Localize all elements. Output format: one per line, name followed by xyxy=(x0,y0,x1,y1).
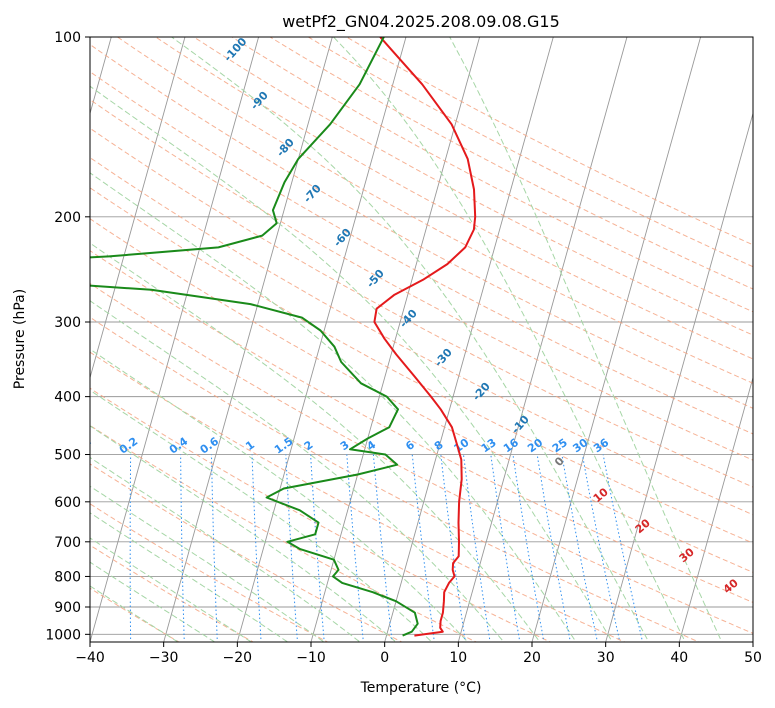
mixing-ratio-line xyxy=(440,454,466,642)
mixing-ratio-line xyxy=(251,454,262,642)
dry-adiabat-line xyxy=(269,37,753,290)
dry-adiabat-line xyxy=(90,187,753,544)
mixing-ratio-line xyxy=(512,454,545,642)
x-tick-label: −20 xyxy=(223,650,253,666)
dry-adiabat-line xyxy=(90,463,403,642)
moist-adiabat-line xyxy=(90,348,469,642)
mixing-ratio-line xyxy=(463,454,491,642)
dry-adiabat-line xyxy=(90,503,329,642)
moist-adiabat-line xyxy=(90,85,613,642)
dry-adiabat-line xyxy=(90,250,753,603)
isotherm-line xyxy=(236,37,407,642)
mixing-ratio-line xyxy=(561,454,598,642)
mixing-ratio-line xyxy=(490,454,521,642)
dry-adiabat-line xyxy=(90,351,626,642)
dry-adiabat-line xyxy=(90,71,753,435)
dry-adiabat-line xyxy=(90,127,753,488)
x-tick-label: −30 xyxy=(149,650,179,666)
y-tick-label: 800 xyxy=(54,569,81,585)
dry-adiabat-line xyxy=(90,387,552,642)
x-tick-label: 50 xyxy=(744,650,762,666)
x-tick-label: 0 xyxy=(380,650,389,666)
moist-adiabat-line xyxy=(90,512,289,642)
y-tick-label: 900 xyxy=(54,600,81,616)
isotherm-line xyxy=(531,37,702,642)
mixing-ratio-line xyxy=(210,454,218,642)
y-tick-label: 400 xyxy=(54,390,81,406)
sounding-profiles xyxy=(90,37,477,637)
mixing-ratio-label: 0.1 xyxy=(70,435,93,457)
mixing-ratio-line xyxy=(310,454,325,642)
isotherm-line xyxy=(457,37,628,642)
x-tick-label: 30 xyxy=(597,650,615,666)
dry-adiabat-line xyxy=(90,282,753,634)
dry-adiabat-line xyxy=(90,316,701,642)
moist-adiabat-line xyxy=(90,300,505,642)
mixing-ratio-line xyxy=(129,454,132,642)
x-axis: −40 −30 −20 −10 0 10 20 30 40 50 xyxy=(75,642,762,666)
isotherm-line xyxy=(384,37,554,642)
temperature-profile-line xyxy=(373,37,477,637)
mixing-ratio-line xyxy=(180,454,185,642)
mixing-ratio-line xyxy=(602,454,644,642)
x-tick-label: 10 xyxy=(449,650,467,666)
isotherm-line xyxy=(90,37,186,380)
x-tick-label: −40 xyxy=(75,650,105,666)
mixing-ratio-line xyxy=(581,454,621,642)
mixing-ratio-line xyxy=(285,454,299,642)
background-lines xyxy=(90,37,753,642)
y-axis-title: Pressure (hPa) xyxy=(12,289,28,389)
isotherm-line xyxy=(605,111,753,642)
dry-adiabat-line xyxy=(90,99,753,461)
dewpoint-profile-line xyxy=(90,37,419,637)
x-tick-label: 20 xyxy=(523,650,541,666)
x-tick-label: 40 xyxy=(670,650,688,666)
x-tick-label: −10 xyxy=(296,650,326,666)
isotherm-line xyxy=(163,37,333,642)
y-tick-label: 100 xyxy=(54,30,81,46)
moist-adiabat-line xyxy=(90,425,397,642)
isotherm-line xyxy=(678,375,753,642)
y-axis: 100 200 300 400 500 600 700 800 900 1000 xyxy=(45,30,90,643)
y-tick-label: 500 xyxy=(54,448,81,464)
mixing-ratio-line xyxy=(536,454,571,642)
moist-adiabat-line xyxy=(90,389,433,642)
moist-adiabat-line xyxy=(90,485,325,642)
y-tick-label: 300 xyxy=(54,315,81,331)
plot-frame xyxy=(89,36,754,643)
chart-title: wetPf2_GN04.2025.208.09.08.G15 xyxy=(282,12,560,32)
moist-adiabat-line xyxy=(332,37,686,642)
y-tick-label: 200 xyxy=(54,210,81,226)
moist-adiabat-line xyxy=(90,242,541,642)
dry-adiabat-line xyxy=(90,587,180,642)
y-tick-label: 700 xyxy=(54,535,81,551)
isotherm-line xyxy=(310,37,481,642)
y-tick-label: 1000 xyxy=(45,627,81,643)
x-axis-title: Temperature (°C) xyxy=(360,680,482,696)
isotherm-line xyxy=(90,37,260,642)
plot-area: 0.10.20.40.611.52346810131620253036-100-… xyxy=(70,37,753,642)
mixing-ratio-line xyxy=(346,454,364,642)
dry-adiabat-line xyxy=(90,156,753,516)
y-tick-label: 600 xyxy=(54,495,81,511)
moist-adiabat-line xyxy=(449,37,723,642)
